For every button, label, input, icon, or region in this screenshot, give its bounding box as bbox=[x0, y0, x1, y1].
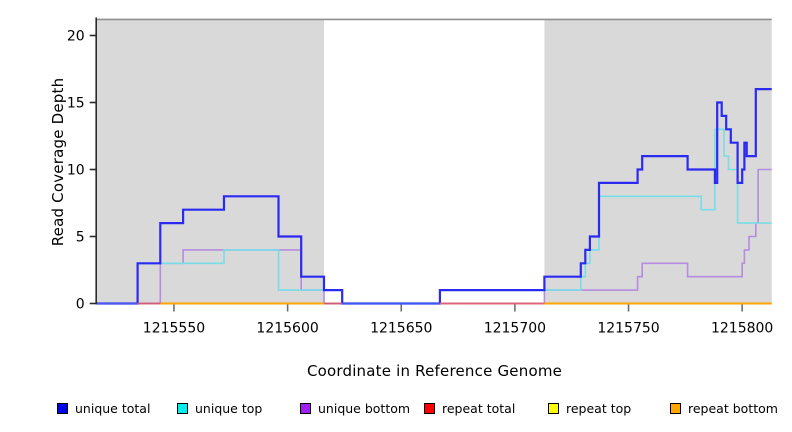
y-tick-label: 5 bbox=[76, 230, 85, 246]
legend-item-label: repeat total bbox=[442, 401, 516, 416]
legend-swatch-icon bbox=[548, 403, 559, 414]
series-line-unique-top bbox=[96, 128, 772, 305]
legend-item-unique-total: unique total bbox=[57, 401, 150, 416]
y-tick-label: 20 bbox=[67, 29, 85, 45]
legend-swatch-icon bbox=[177, 403, 188, 414]
x-tick-label: 1215550 bbox=[143, 321, 205, 337]
legend-swatch-icon bbox=[424, 403, 435, 414]
y-axis-title: Read Coverage Depth bbox=[49, 77, 67, 247]
legend-item-label: unique top bbox=[195, 401, 263, 416]
legend: unique total unique top unique bottom repea… bbox=[0, 401, 792, 421]
x-axis-title: Coordinate in Reference Genome bbox=[306, 362, 563, 380]
accessible-region-band bbox=[96, 19, 324, 305]
series-line-unique-total bbox=[96, 88, 772, 305]
legend-item-label: repeat top bbox=[566, 401, 632, 416]
legend-swatch-icon bbox=[300, 403, 311, 414]
y-tick-label: 15 bbox=[67, 96, 85, 112]
y-tick-label: 10 bbox=[67, 163, 85, 179]
x-tick-label: 1215750 bbox=[597, 321, 659, 337]
legend-item-label: unique bottom bbox=[318, 401, 411, 416]
legend-item-unique-bottom: unique bottom bbox=[300, 401, 410, 416]
legend-item-label: unique total bbox=[75, 401, 151, 416]
legend-item-repeat-total: repeat total bbox=[424, 401, 515, 416]
legend-item-repeat-bottom: repeat bottom bbox=[670, 401, 778, 416]
legend-swatch-icon bbox=[670, 403, 681, 414]
legend-swatch-icon bbox=[57, 403, 68, 414]
x-tick-label: 1215800 bbox=[711, 321, 773, 337]
x-tick-label: 1215650 bbox=[370, 321, 432, 337]
accessible-region-band bbox=[544, 19, 772, 305]
legend-item-unique-top: unique top bbox=[177, 401, 262, 416]
x-tick-label: 1215600 bbox=[256, 321, 318, 337]
y-tick-label: 0 bbox=[76, 297, 85, 313]
legend-item-repeat-top: repeat top bbox=[548, 401, 631, 416]
legend-item-label: repeat bottom bbox=[688, 401, 778, 416]
x-tick-label: 1215700 bbox=[484, 321, 546, 337]
